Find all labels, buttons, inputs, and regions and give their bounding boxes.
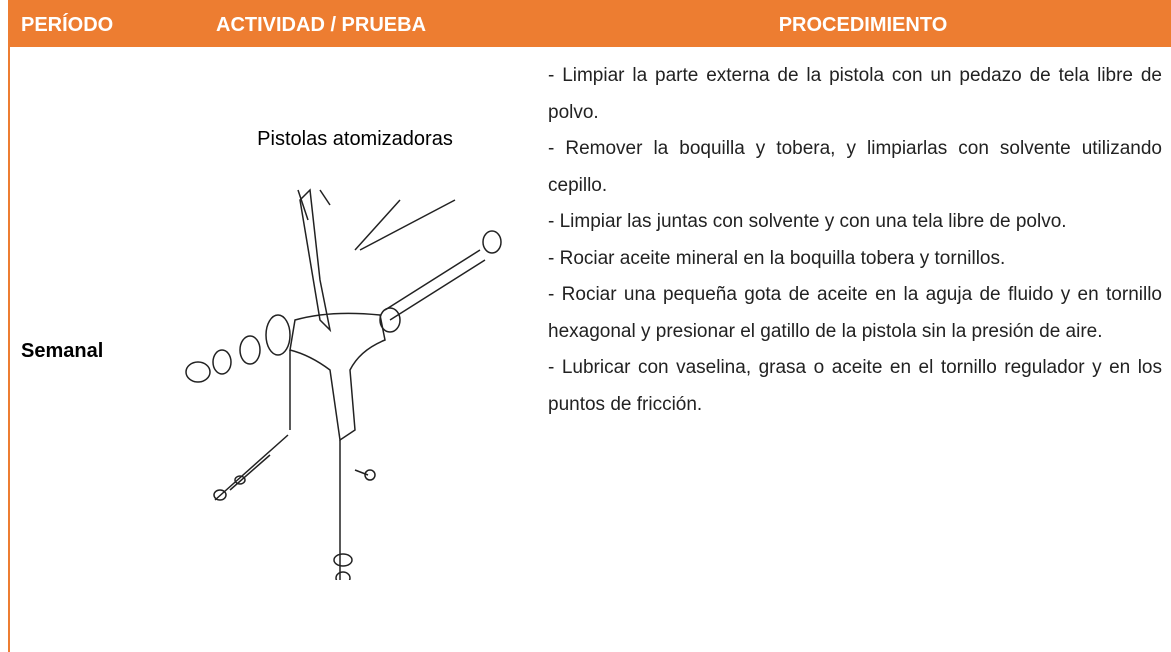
- header-cell: ACTIVIDAD / PRUEBA: [216, 14, 427, 36]
- procedure-step: - Rociar aceite mineral en la boquilla t…: [548, 247, 1006, 269]
- procedure-step: - Limpiar las juntas con solvente y con …: [548, 211, 1067, 232]
- table-header: [8, 0, 1171, 47]
- header-cell: PROCEDIMIENTO: [778, 14, 948, 36]
- activity-cell: Pistolas atomizadoras: [257, 128, 453, 150]
- procedure-step: - Rociar una pequeña gota de aceite en l…: [548, 284, 1162, 342]
- procedure-step: - Lubricar con vaselina, grasa o aceite …: [548, 357, 1162, 415]
- period-cell: Semanal: [21, 340, 104, 362]
- procedure-cell: - Limpiar la parte externa de la pistola…: [548, 58, 1162, 423]
- table-border: [8, 47, 10, 652]
- header-cell: PERÍODO: [21, 14, 114, 36]
- procedure-step: - Limpiar la parte externa de la pistola…: [548, 65, 1162, 123]
- spray-gun-diagram: [185, 188, 502, 580]
- procedure-step: - Remover la boquilla y tobera, y limpia…: [548, 138, 1162, 196]
